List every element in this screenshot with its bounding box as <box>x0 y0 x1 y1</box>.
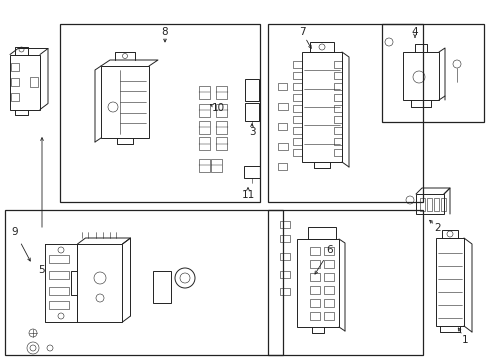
Text: 5: 5 <box>39 265 45 275</box>
Bar <box>381 24 483 122</box>
Bar <box>30 77 38 87</box>
Text: 9: 9 <box>12 227 18 237</box>
Bar <box>278 83 286 90</box>
Text: 10: 10 <box>211 103 224 113</box>
Bar <box>11 78 19 86</box>
Bar <box>324 247 333 255</box>
Bar <box>402 52 438 100</box>
Bar <box>244 79 259 101</box>
Bar <box>292 61 302 68</box>
Bar <box>333 149 341 156</box>
Bar <box>324 312 333 320</box>
Bar <box>280 288 289 295</box>
Bar <box>309 273 319 281</box>
Bar <box>280 271 289 278</box>
Bar <box>5 210 283 355</box>
Bar <box>333 116 341 123</box>
Text: 3: 3 <box>248 127 255 137</box>
Text: 6: 6 <box>326 245 333 255</box>
Bar <box>307 227 335 239</box>
Text: 2: 2 <box>434 223 440 233</box>
Bar <box>153 271 171 303</box>
Bar <box>333 105 341 112</box>
Bar <box>415 194 443 214</box>
Bar <box>302 52 341 162</box>
Bar <box>292 105 302 112</box>
Bar <box>309 312 319 320</box>
Bar <box>324 260 333 268</box>
Bar <box>441 230 457 238</box>
Bar <box>324 286 333 294</box>
Bar <box>435 238 463 326</box>
Text: 8: 8 <box>162 27 168 37</box>
Text: 7: 7 <box>298 27 305 37</box>
Text: 11: 11 <box>241 190 254 200</box>
Bar <box>280 253 289 260</box>
Bar <box>267 210 422 355</box>
Bar <box>216 104 227 117</box>
Bar <box>333 61 341 68</box>
Bar <box>10 54 40 109</box>
Text: 1: 1 <box>461 335 468 345</box>
Bar <box>49 255 69 263</box>
Bar <box>333 94 341 101</box>
Bar <box>278 143 287 150</box>
Bar <box>440 198 445 211</box>
Bar <box>211 158 222 171</box>
Bar <box>267 24 422 202</box>
Bar <box>292 116 302 123</box>
Bar <box>49 301 69 309</box>
Bar <box>278 123 286 130</box>
Bar <box>199 104 210 117</box>
Bar <box>11 63 19 71</box>
Bar <box>49 287 69 295</box>
Bar <box>292 94 302 101</box>
Bar <box>324 273 333 281</box>
Bar <box>309 247 319 255</box>
Bar <box>292 149 302 156</box>
Bar <box>309 42 333 52</box>
Bar <box>292 72 302 79</box>
Bar <box>333 72 341 79</box>
Bar <box>216 138 227 150</box>
Bar <box>77 244 122 322</box>
Bar <box>278 103 287 110</box>
Bar <box>60 24 260 202</box>
Bar <box>333 83 341 90</box>
Bar <box>216 121 227 134</box>
Bar <box>426 198 431 211</box>
Bar <box>280 221 289 228</box>
Bar <box>309 260 319 268</box>
Bar <box>333 138 341 145</box>
Bar <box>333 127 341 134</box>
Bar <box>292 127 302 134</box>
Bar <box>292 138 302 145</box>
Bar <box>324 299 333 307</box>
Bar <box>199 158 210 171</box>
Bar <box>309 299 319 307</box>
Bar <box>280 235 289 242</box>
Bar <box>244 166 260 178</box>
Bar <box>199 121 210 134</box>
Bar <box>11 93 19 101</box>
Bar <box>309 286 319 294</box>
Bar <box>199 138 210 150</box>
Bar <box>244 103 259 121</box>
Bar <box>292 83 302 90</box>
Bar <box>199 85 210 99</box>
Bar <box>419 198 424 211</box>
Bar <box>296 239 338 327</box>
Bar <box>49 271 69 279</box>
Bar <box>216 85 227 99</box>
Bar <box>278 163 286 170</box>
Bar <box>101 66 149 138</box>
Text: 4: 4 <box>411 27 417 37</box>
Bar <box>433 198 438 211</box>
